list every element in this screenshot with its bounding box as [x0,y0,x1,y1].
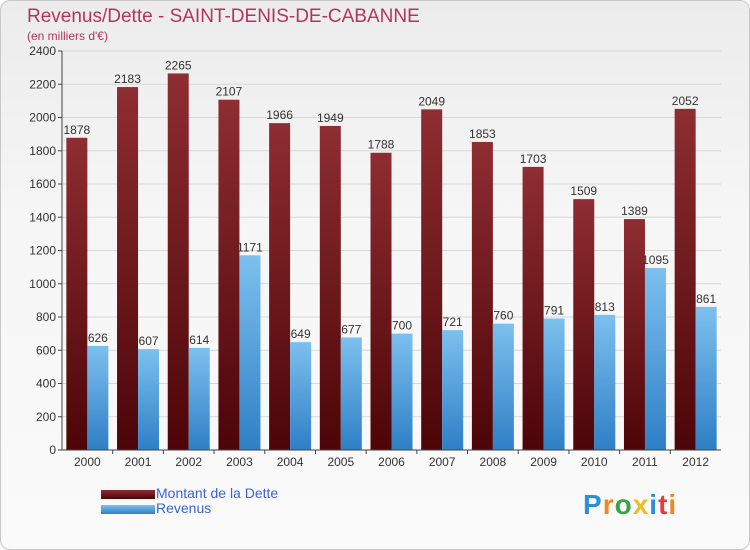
bar-debt [623,219,645,450]
bar-revenue [340,337,362,450]
y-tick-label: 400 [36,377,56,391]
logo-letter: P [583,489,603,520]
data-label-revenue: 626 [88,331,108,345]
legend-label-revenue: Revenus [156,500,212,516]
bar-revenue [492,323,514,450]
proxiti-logo: Proxiti [583,489,677,521]
data-labels: 1878 626 2183 607 2265 614 2107 1171 1966 649 1949… [63,58,716,348]
legend-label-debt: Montant de la Dette [156,485,279,501]
y-tick-label: 1800 [29,144,56,158]
data-label-debt: 2052 [672,94,699,108]
x-tick-label: 2010 [581,455,608,469]
logo-letter: r [602,489,615,520]
y-tick-label: 200 [36,410,56,424]
y-tick-label: 1600 [29,177,56,191]
data-label-revenue: 700 [392,319,412,333]
data-label-debt: 2107 [216,85,243,99]
data-label-debt: 1703 [520,152,547,166]
y-tick-label: 2000 [29,111,56,125]
x-tick-label: 2012 [682,455,709,469]
data-label-revenue: 1095 [642,253,669,267]
bars [66,73,717,451]
data-label-debt: 1788 [368,138,395,152]
y-tick-label: 800 [36,310,56,324]
data-label-revenue: 760 [493,309,513,323]
logo-letter: i [649,489,659,520]
x-tick-label: 2005 [327,455,354,469]
y-tick-label: 2200 [29,77,56,91]
logo-letter: x [632,489,650,520]
data-label-debt: 2183 [114,72,141,86]
bar-revenue [239,255,261,450]
x-tick-label: 2004 [277,455,304,469]
data-label-debt: 2049 [418,94,445,108]
chart-subtitle: (en milliers d'€) [27,29,108,43]
data-label-revenue: 649 [291,327,311,341]
bar-revenue [644,267,666,450]
x-tick-label: 2011 [632,455,658,469]
data-label-revenue: 721 [443,315,463,329]
data-label-revenue: 861 [696,292,716,306]
bar-debt [370,152,392,450]
bar-debt [269,123,291,450]
x-tick-label: 2003 [226,455,253,469]
legend-swatch-debt [101,490,155,499]
logo-letter: i [668,489,678,520]
y-tick-label: 600 [36,343,56,357]
y-tick-label: 1400 [29,210,56,224]
logo-letter: o [614,489,633,520]
bar-revenue [290,342,312,450]
data-label-debt: 1949 [317,111,344,125]
y-tick-label: 1000 [29,277,56,291]
logo-letter: t [658,489,669,520]
y-tick-label: 0 [49,443,56,457]
bar-debt [319,125,341,450]
data-label-debt: 1853 [469,127,496,141]
x-tick-label: 2008 [480,455,507,469]
data-label-debt: 1966 [266,108,293,122]
bar-revenue [695,306,717,450]
bar-debt [117,87,139,451]
legend-swatch-revenue [101,505,155,514]
data-label-debt: 1509 [570,184,597,198]
data-label-revenue: 677 [341,322,361,336]
bar-revenue [543,318,565,450]
bar-debt [421,109,443,450]
x-tick-label: 2000 [74,455,101,469]
chart-title: Revenus/Dette - SAINT-DENIS-DE-CABANNE [27,6,420,27]
bar-revenue [594,314,616,450]
data-label-revenue: 1171 [237,240,263,254]
bar-debt [66,137,88,450]
bar-debt [522,166,544,450]
bar-debt [167,73,189,450]
bar-debt [471,141,493,450]
x-tick-label: 2009 [530,455,557,469]
x-tick-label: 2001 [125,455,152,469]
y-tick-label: 1200 [29,244,56,258]
x-tick-label: 2007 [429,455,456,469]
bar-revenue [391,333,413,450]
axes: 0 200 400 600 800 1000 1200 1400 1600 1800 2000 220… [29,44,721,469]
bar-debt [573,199,595,450]
data-label-revenue: 607 [139,334,159,348]
bar-debt [674,108,696,450]
data-label-revenue: 614 [189,333,209,347]
data-label-debt: 1389 [621,204,648,218]
data-label-revenue: 813 [595,300,615,314]
bar-revenue [87,345,109,450]
data-label-debt: 2265 [165,58,192,72]
x-tick-label: 2006 [378,455,405,469]
data-label-revenue: 791 [544,303,564,317]
x-tick-label: 2002 [175,455,202,469]
bar-revenue [188,347,210,450]
data-label-debt: 1878 [63,123,90,137]
bar-revenue [442,330,464,450]
bar-debt [218,99,240,451]
y-tick-label: 2400 [29,44,56,58]
bar-revenue [138,349,160,450]
